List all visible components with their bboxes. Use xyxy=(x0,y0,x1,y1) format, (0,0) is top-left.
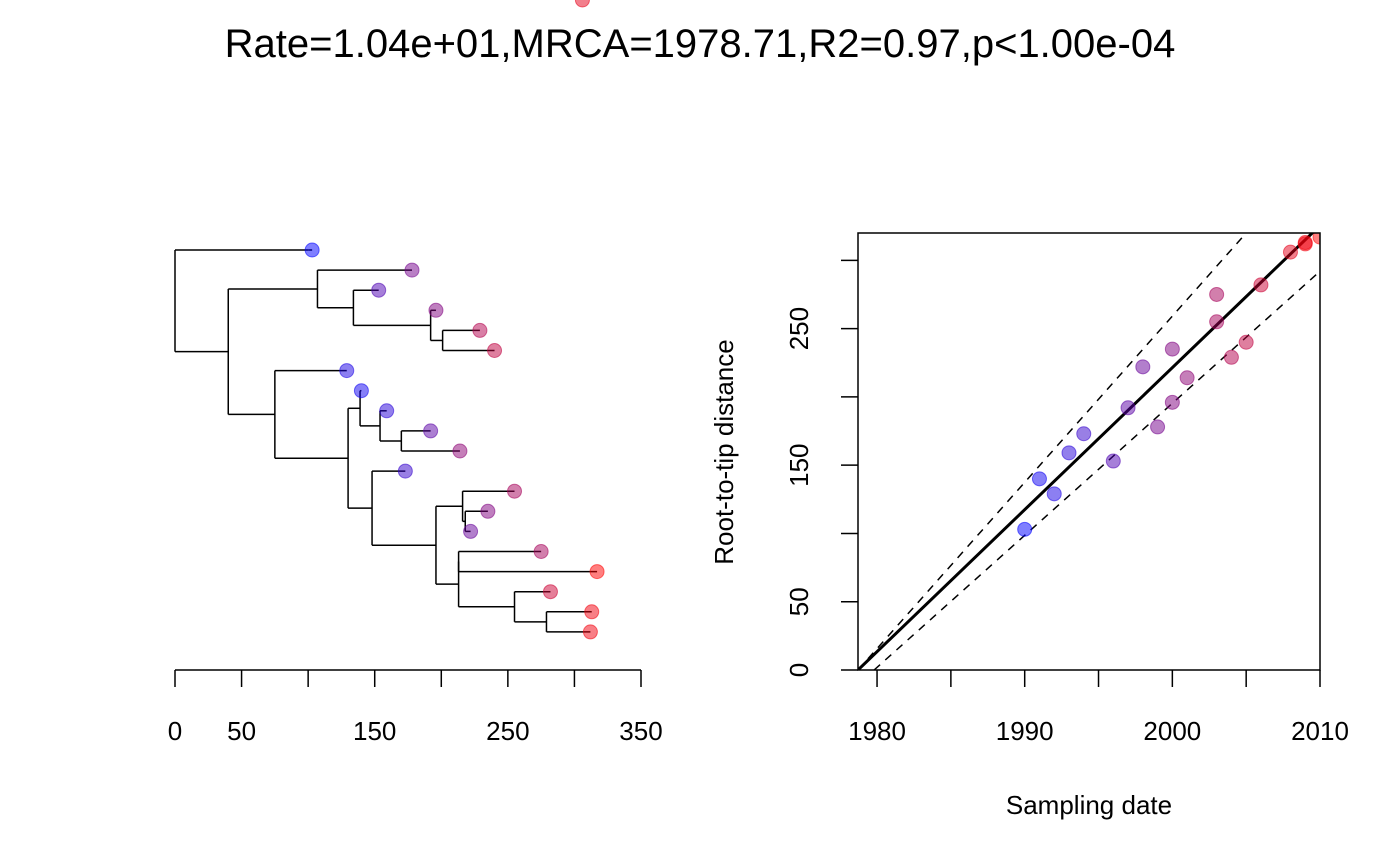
scatter-y-tick-label: 250 xyxy=(784,307,814,350)
tree-x-tick-label: 0 xyxy=(168,716,182,746)
tree-tip-point xyxy=(507,483,523,499)
tree-tip-point xyxy=(472,322,488,338)
ci-dashed-line xyxy=(873,270,1320,670)
scatter-point xyxy=(1282,244,1298,260)
y-axis-label: Root-to-tip distance xyxy=(709,339,739,564)
regression-line xyxy=(858,233,1315,670)
tree-tip-point xyxy=(404,262,420,278)
scatter-point xyxy=(1135,359,1151,375)
tree-x-tick-label: 250 xyxy=(486,716,529,746)
tree-tip-point xyxy=(452,443,468,459)
plot-area xyxy=(858,233,1320,670)
tree-tip-point xyxy=(480,503,496,519)
scatter-point xyxy=(1179,370,1195,386)
scatter-point xyxy=(1017,521,1033,537)
tree-x-tick-label: 350 xyxy=(619,716,662,746)
scatter-y-tick-label: 50 xyxy=(784,587,814,616)
scatter-x-tick-label: 2000 xyxy=(1143,716,1201,746)
scatter-x-tick-label: 1980 xyxy=(848,716,906,746)
scatter-x-tick-label: 2010 xyxy=(1291,716,1349,746)
scatter-point xyxy=(1150,419,1166,435)
scatter-point xyxy=(1223,349,1239,365)
tree-panel: 0 50 150 250 350 xyxy=(168,0,663,746)
scatter-y-tick-label: 150 xyxy=(784,443,814,486)
tree-x-tick-label: 150 xyxy=(353,716,396,746)
x-axis-label: Sampling date xyxy=(1006,790,1172,820)
tree-tip-point xyxy=(589,564,605,580)
tree-tip-point xyxy=(487,343,503,358)
scatter-point xyxy=(1164,341,1180,357)
tree-tip-point xyxy=(304,242,320,258)
scatter-point xyxy=(1209,314,1225,330)
tree-tip-point xyxy=(339,363,355,379)
scatter-point xyxy=(1120,400,1136,416)
scatter-point xyxy=(1238,334,1254,350)
tree-x-tick-label: 50 xyxy=(227,716,256,746)
tree-tip-point xyxy=(428,302,444,318)
tree-tip-point xyxy=(533,544,549,559)
scatter-point xyxy=(1046,486,1062,502)
scatter-point xyxy=(1031,471,1047,487)
scatter-panel: 1980 1990 2000 2010 0 50 150 250 Sampling date Ro… xyxy=(709,232,1349,820)
scatter-point xyxy=(1076,426,1092,442)
tree-tip-point xyxy=(371,282,387,298)
scatter-point xyxy=(1105,453,1121,469)
scatter-point xyxy=(1209,286,1225,302)
tree-tip-point xyxy=(584,604,600,620)
tree-tip-point xyxy=(423,423,439,439)
scatter-y-tick-label: 0 xyxy=(784,663,814,677)
scatter-point xyxy=(1297,235,1313,251)
scatter-point xyxy=(1253,277,1269,293)
scatter-x-tick-label: 1990 xyxy=(996,716,1054,746)
tree-tip-point xyxy=(397,463,413,479)
scatter-point xyxy=(1061,445,1077,461)
tree-tip-point xyxy=(574,0,590,8)
ci-dashed-line xyxy=(858,233,1247,670)
scatter-point xyxy=(1164,394,1180,410)
plot-frame xyxy=(857,232,1321,671)
tree-tip-point xyxy=(463,523,479,539)
tree-tip-point xyxy=(353,383,369,399)
tree-tip-point xyxy=(582,624,598,640)
tree-tip-point xyxy=(379,403,395,419)
scatter-point xyxy=(1312,233,1320,245)
chart-title: Rate=1.04e+01,MRCA=1978.71,R2=0.97,p<1.0… xyxy=(224,22,1176,66)
tree-tip-point xyxy=(542,584,558,600)
